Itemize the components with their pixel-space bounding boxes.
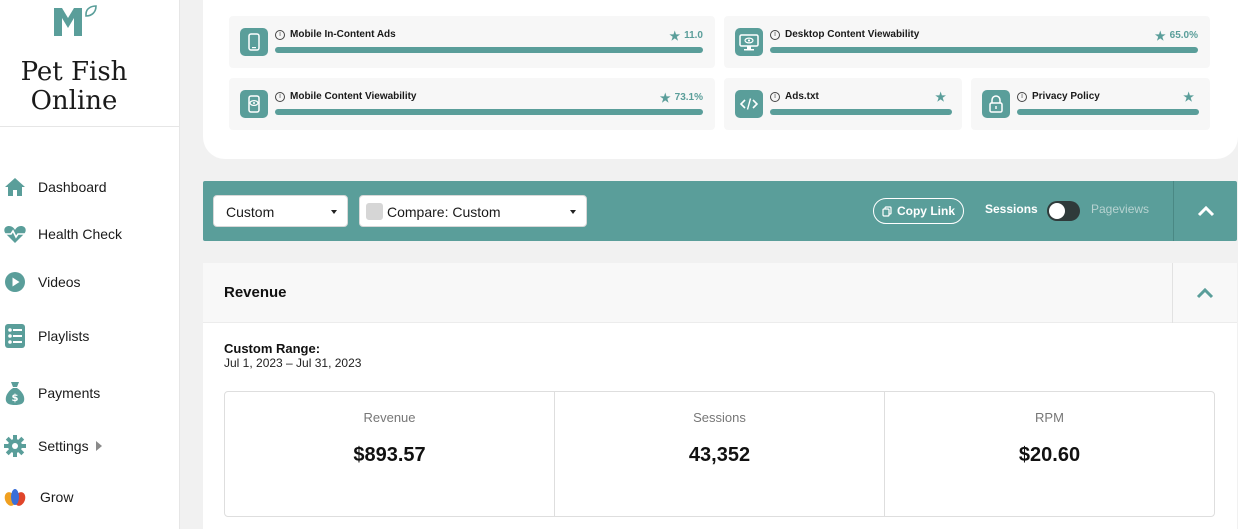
health-metrics-card: i Mobile In-Content Ads ★ 11.0 i Desktop Co…: [203, 0, 1238, 159]
grow-icon: [3, 485, 27, 509]
brand-name: Pet Fish Online: [0, 58, 148, 116]
revenue-section-header: Revenue: [203, 263, 1237, 323]
date-range-select[interactable]: Custom: [213, 195, 348, 227]
metric-progress-bar: [275, 109, 703, 115]
date-range-select-value: Custom: [226, 204, 275, 220]
desktop-eye-icon: [735, 28, 763, 56]
checklist-icon: [3, 324, 27, 348]
info-icon[interactable]: i: [1017, 91, 1027, 102]
compare-select-value: Compare: Custom: [387, 204, 501, 220]
sidebar-item-label: Videos: [38, 274, 81, 290]
metric-progress-bar: [770, 47, 1198, 53]
heartbeat-icon: [3, 222, 27, 246]
sidebar-item-settings[interactable]: Settings: [0, 429, 180, 463]
stat-value: 43,352: [688, 444, 751, 466]
star-icon: ★: [659, 90, 671, 105]
metric-title: Privacy Policy: [1032, 91, 1100, 102]
metric-desktop-content-viewability[interactable]: i Desktop Content Viewability ★ 65.0%: [724, 16, 1210, 68]
copy-link-label: Copy Link: [896, 204, 955, 218]
chevron-right-icon: [96, 441, 102, 451]
sidebar-item-label: Health Check: [38, 226, 123, 242]
compare-color-swatch: [366, 203, 383, 220]
sidebar-item-videos[interactable]: Videos: [0, 265, 180, 299]
custom-range-value: Jul 1, 2023 – Jul 31, 2023: [224, 356, 362, 370]
metric-title: Mobile In-Content Ads: [290, 29, 396, 40]
sessions-pageviews-toggle[interactable]: [1047, 201, 1080, 221]
home-icon: [3, 175, 27, 199]
sidebar-item-health-check[interactable]: Health Check: [0, 217, 180, 251]
gear-icon: [3, 434, 27, 458]
stat-label: Sessions: [693, 410, 746, 425]
metric-title: Desktop Content Viewability: [785, 29, 920, 40]
metric-score: 11.0: [684, 30, 703, 41]
brand-name-line2: Online: [30, 86, 118, 116]
metric-privacy-policy[interactable]: i Privacy Policy ★: [971, 78, 1210, 130]
metric-mobile-in-content-ads[interactable]: i Mobile In-Content Ads ★ 11.0: [229, 16, 715, 68]
metric-title: Mobile Content Viewability: [290, 91, 417, 102]
sidebar-item-label: Settings: [38, 438, 89, 454]
chevron-up-icon: [1197, 205, 1214, 217]
custom-range-label: Custom Range:: [224, 341, 321, 356]
sidebar-item-label: Playlists: [38, 328, 90, 344]
chevron-up-icon: [1196, 287, 1214, 299]
toggle-label-sessions[interactable]: Sessions: [985, 202, 1038, 216]
brand-logo-icon[interactable]: [52, 4, 100, 38]
mobile-eye-icon: [240, 90, 268, 118]
play-circle-icon: [3, 270, 27, 294]
metric-ads-txt[interactable]: i Ads.txt ★: [724, 78, 962, 130]
revenue-section-body: Custom Range: Jul 1, 2023 – Jul 31, 2023…: [203, 323, 1237, 529]
collapse-filter-button[interactable]: [1174, 181, 1237, 241]
metric-score: 65.0%: [1169, 30, 1198, 41]
filter-bar: Custom Compare: Custom Copy Link Session…: [203, 181, 1237, 241]
sidebar-item-grow[interactable]: Grow: [0, 480, 180, 514]
collapse-revenue-button[interactable]: [1173, 263, 1237, 323]
metric-progress-bar: [770, 109, 952, 115]
svg-text:$: $: [12, 393, 19, 404]
copy-icon: [882, 205, 892, 217]
filter-bar-divider: [1173, 181, 1174, 241]
toggle-label-pageviews[interactable]: Pageviews: [1091, 202, 1150, 216]
copy-link-button[interactable]: Copy Link: [873, 198, 964, 224]
toggle-knob: [1049, 203, 1065, 219]
sidebar-divider: [0, 126, 180, 127]
star-icon: ★: [1183, 90, 1194, 104]
metric-progress-bar: [275, 47, 703, 53]
sidebar: Pet Fish Online Dashboard Health Check V…: [0, 0, 180, 529]
sidebar-item-playlists[interactable]: Playlists: [0, 319, 180, 353]
stat-sessions: Sessions 43,352: [555, 392, 885, 516]
star-icon: ★: [1154, 28, 1166, 43]
compare-select[interactable]: Compare: Custom: [359, 195, 587, 227]
mobile-icon: [240, 28, 268, 56]
lock-icon: [982, 90, 1010, 118]
revenue-stats: Revenue $893.57 Sessions 43,352 RPM $20.…: [224, 391, 1215, 517]
sidebar-item-dashboard[interactable]: Dashboard: [0, 170, 180, 204]
info-icon[interactable]: i: [770, 29, 780, 40]
caret-down-icon: [331, 210, 337, 214]
money-bag-icon: $: [3, 381, 27, 405]
star-icon: ★: [669, 28, 681, 43]
code-icon: [735, 90, 763, 118]
metric-score: 73.1%: [674, 92, 703, 103]
sidebar-item-label: Payments: [38, 385, 101, 401]
brand-name-line1: Pet Fish: [20, 57, 128, 87]
metric-title: Ads.txt: [785, 91, 819, 102]
stat-value: $20.60: [1018, 444, 1081, 466]
revenue-header-divider: [1172, 263, 1173, 323]
info-icon[interactable]: i: [275, 29, 285, 40]
stat-label: Revenue: [363, 410, 416, 425]
stat-revenue: Revenue $893.57: [225, 392, 555, 516]
sidebar-item-label: Grow: [40, 489, 74, 505]
star-icon: ★: [935, 90, 946, 104]
sidebar-item-label: Dashboard: [38, 179, 107, 195]
revenue-section-title: Revenue: [224, 284, 287, 301]
caret-down-icon: [570, 210, 576, 214]
metric-mobile-content-viewability[interactable]: i Mobile Content Viewability ★ 73.1%: [229, 78, 715, 130]
stat-value: $893.57: [353, 444, 426, 466]
sidebar-item-payments[interactable]: $ Payments: [0, 376, 180, 410]
info-icon[interactable]: i: [770, 91, 780, 102]
info-icon[interactable]: i: [275, 91, 285, 102]
metric-progress-bar: [1017, 109, 1199, 115]
stat-rpm: RPM $20.60: [885, 392, 1214, 516]
stat-label: RPM: [1035, 410, 1064, 425]
